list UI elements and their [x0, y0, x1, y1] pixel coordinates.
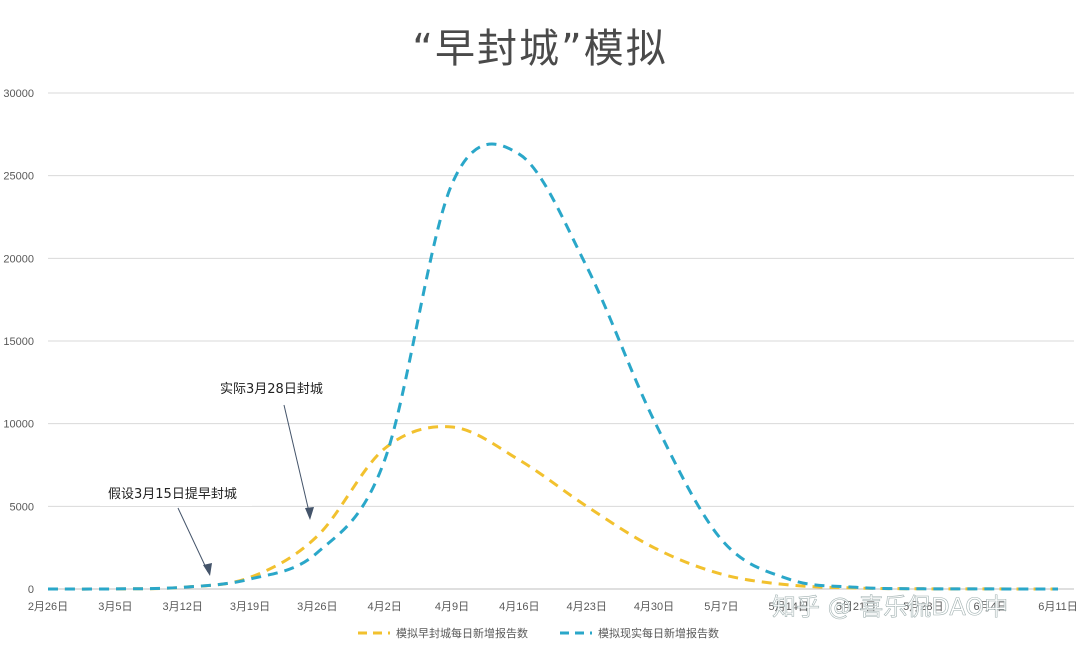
x-tick-label: 4月2日: [368, 601, 402, 613]
x-tick-label: 4月30日: [634, 601, 674, 613]
y-tick-label: 0: [28, 584, 34, 596]
series-layer: [47, 142, 1059, 591]
x-tick-label: 5月28日: [903, 601, 943, 613]
x-tick-label: 3月26日: [297, 601, 337, 613]
annotation-actual-lockdown: 实际3月28日封城: [212, 375, 332, 520]
x-tick-label: 4月9日: [435, 601, 469, 613]
x-tick-label: 4月23日: [566, 601, 606, 613]
y-tick-label: 30000: [3, 88, 34, 100]
y-tick-label: 15000: [3, 336, 34, 348]
x-tick-label: 4月16日: [499, 601, 539, 613]
series-line-early-lockdown: [47, 425, 1059, 591]
y-axis-ticks: 0 5000 10000 15000 20000 25000 30000: [3, 88, 34, 596]
gridlines: [48, 92, 1074, 507]
legend-label-early: 模拟早封城每日新增报告数: [396, 626, 528, 640]
series-line-actual: [47, 142, 1059, 591]
annotation-actual-arrow-line: [283, 404, 311, 517]
annotation-actual-text: 实际3月28日封城: [220, 382, 323, 397]
x-tick-label: 6月11日: [1038, 601, 1078, 613]
x-tick-label: 5月14日: [768, 601, 808, 613]
annotation-early-arrow-line: [177, 507, 209, 573]
x-tick-label: 3月5日: [98, 601, 132, 613]
chart-title: “早封城”模拟: [412, 26, 668, 72]
legend: 模拟早封城每日新增报告数 模拟现实每日新增报告数: [358, 626, 719, 640]
x-tick-label: 5月21日: [836, 601, 876, 613]
watermark: 知乎 @ 喜乐侃DAO中: [772, 593, 1008, 621]
annotation-early-bg: [100, 480, 252, 506]
legend-label-actual: 模拟现实每日新增报告数: [598, 626, 719, 640]
annotation-early-arrowhead: [203, 563, 212, 576]
y-tick-label: 25000: [3, 171, 34, 183]
annotation-early-text: 假设3月15日提早封城: [108, 486, 237, 502]
y-tick-label: 20000: [3, 253, 34, 265]
y-tick-label: 5000: [10, 501, 34, 513]
x-tick-label: 6月4日: [974, 601, 1008, 613]
x-tick-label: 3月19日: [230, 601, 270, 613]
annotation-actual-arrowhead: [305, 507, 314, 520]
x-tick-label: 5月7日: [704, 601, 738, 613]
x-tick-label: 2月26日: [28, 601, 68, 613]
x-tick-label: 3月12日: [162, 601, 202, 613]
annotation-early-lockdown: 假设3月15日提早封城: [100, 480, 252, 576]
y-tick-label: 10000: [3, 419, 34, 431]
x-axis-ticks: 2月26日 3月5日 3月12日 3月19日 3月26日 4月2日 4月9日 4月16日 4月2…: [28, 601, 1078, 613]
annotation-actual-bg: [212, 375, 332, 399]
